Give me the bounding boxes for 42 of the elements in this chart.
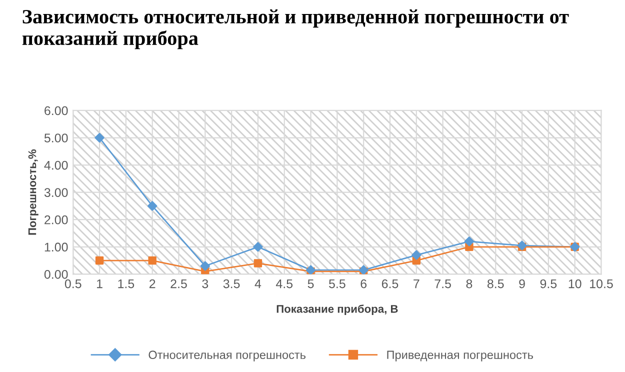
- x-tick-label: 7.5: [434, 279, 451, 288]
- y-tick-label: 0.00: [44, 270, 68, 279]
- point: [412, 250, 422, 260]
- x-tick-label: 10.5: [590, 279, 613, 288]
- x-tick-label: 0.5: [64, 279, 82, 288]
- x-tick-label: 7: [414, 279, 420, 288]
- x-tick-label: 3.5: [223, 279, 240, 288]
- point: [148, 256, 156, 265]
- x-tick-label: 5.5: [329, 279, 346, 288]
- x-tick-label: 6.5: [382, 279, 398, 288]
- x-tick-label: 9: [519, 279, 525, 288]
- x-axis-title: Показание прибора, В: [276, 304, 398, 316]
- x-tick-label: 9.5: [540, 279, 557, 288]
- y-tick-label: 1.00: [44, 242, 68, 252]
- x-tick-label: 10: [568, 279, 582, 288]
- y-tick-label: 6.00: [44, 106, 68, 116]
- x-tick-label: 2.5: [170, 279, 187, 288]
- y-tick-label: 5.00: [44, 134, 68, 142]
- point: [254, 259, 262, 268]
- x-tick-label: 2: [149, 279, 156, 288]
- x-tick-label: 4.5: [276, 279, 293, 288]
- y-tick-label: 2.00: [44, 215, 68, 224]
- x-tick-label: 5: [308, 279, 314, 288]
- y-tick-label: 3.00: [44, 188, 68, 197]
- point: [464, 236, 474, 246]
- legend-label: Приведенная погрешность: [387, 350, 534, 362]
- point: [147, 201, 158, 211]
- x-tick-label: 8.5: [487, 279, 504, 288]
- x-tick-label: 6: [360, 279, 367, 288]
- x-tick-label: 4: [254, 279, 262, 288]
- x-tick-label: 1.5: [118, 279, 134, 288]
- legend-label: Относительная погрешность: [148, 350, 306, 362]
- x-tick-label: 3: [202, 279, 208, 288]
- point: [94, 132, 104, 143]
- x-tick-label: 1: [97, 279, 102, 288]
- chart-title: Зависимость относительной и приведенной погрешности от показаний прибора: [22, 9, 569, 50]
- y-tick-label: 4.00: [44, 160, 68, 170]
- point: [200, 261, 210, 271]
- y-axis-title: Погрешность,%: [28, 149, 38, 235]
- point: [95, 256, 104, 265]
- x-tick-label: 8: [466, 279, 472, 288]
- point: [253, 242, 263, 252]
